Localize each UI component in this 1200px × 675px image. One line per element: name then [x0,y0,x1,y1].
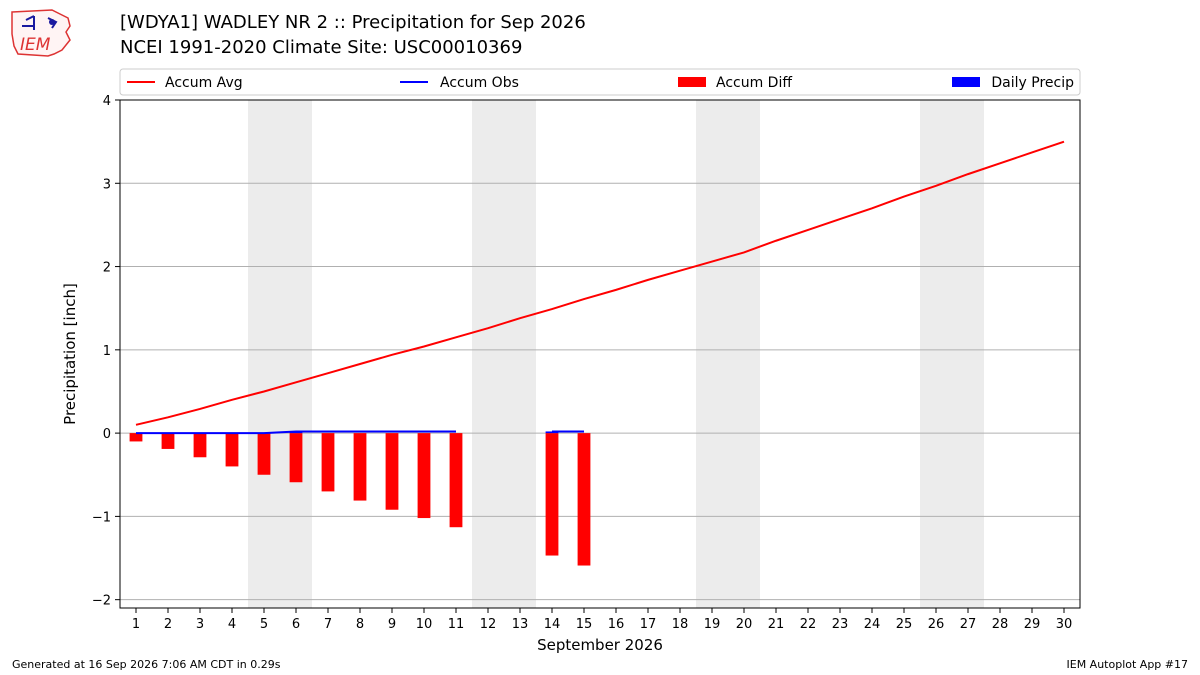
x-axis: 1 2 3 4 5 6 7 8 9 10 11 12 13 14 15 16 17 18 19 20 21 22 23 24 2… [132,608,1072,632]
y-axis-label: Precipitation [inch] [61,283,79,425]
accum-diff-bar-day-11 [449,433,463,528]
x-tick-label: 3 [196,617,204,632]
y-tick-label: −1 [92,510,111,525]
x-tick-label: 14 [544,617,561,632]
legend-label: Accum Diff [716,75,792,91]
accum-diff-bar-day-4 [225,433,239,467]
accum-diff-bar-day-1 [129,433,143,442]
x-axis-label: September 2026 [537,636,663,654]
accum-diff-bar-day-10 [417,433,431,519]
weekend-band-3 [920,100,984,608]
accum-avg-line [135,140,1065,426]
plot-frame [119,99,1081,609]
weekend-band-0 [248,100,312,608]
accum-diff-bar-day-3 [193,433,207,458]
accum-diff-bar-day-7 [321,433,335,492]
weekend-band-1 [472,100,536,608]
bars [129,431,591,566]
x-tick-label: 30 [1056,617,1073,632]
accum-diff-bar-day-9 [385,433,399,510]
legend-label: Accum Avg [165,75,243,91]
y-tick-label: −2 [92,594,111,609]
weekend-band-2 [696,100,760,608]
x-tick-label: 8 [356,617,364,632]
x-tick-label: 12 [480,617,497,632]
accum-diff-bar-day-8 [353,433,367,501]
x-tick-label: 9 [388,617,396,632]
x-tick-label: 24 [864,617,881,632]
x-tick-label: 15 [576,617,593,632]
x-tick-label: 5 [260,617,268,632]
x-tick-label: 21 [768,617,785,632]
legend-label: Daily Precip [991,75,1074,91]
accum-diff-bar-day-15 [577,433,591,566]
x-tick-label: 18 [672,617,689,632]
accum-diff-bar-day-5 [257,433,271,475]
legend-box [119,68,1081,96]
x-tick-label: 4 [228,617,236,632]
x-tick-label: 1 [132,617,140,632]
x-tick-label: 13 [512,617,529,632]
accum-diff-bar-day-2 [161,433,175,449]
x-tick-label: 2 [164,617,172,632]
y-tick-label: 4 [103,94,111,109]
x-tick-label: 6 [292,617,300,632]
x-tick-label: 19 [704,617,721,632]
x-tick-label: 16 [608,617,625,632]
x-tick-label: 22 [800,617,817,632]
x-tick-label: 26 [928,617,945,632]
x-tick-label: 23 [832,617,849,632]
chart-subtitle: NCEI 1991-2020 Climate Site: USC00010369 [120,37,523,58]
y-tick-label: 3 [103,177,111,192]
x-tick-label: 7 [324,617,332,632]
accum-diff-bar-day-14 [545,433,559,556]
x-tick-label: 28 [992,617,1009,632]
x-tick-label: 11 [448,617,465,632]
accum-diff-bar-day-6 [289,433,303,483]
y-axis: −2 −1 0 1 2 3 4 [92,94,120,609]
series-lines [135,140,1065,435]
generated-timestamp: Generated at 16 Sep 2026 7:06 AM CDT in … [12,658,281,671]
y-tick-label: 0 [103,427,111,442]
legend: Accum Avg Accum Obs Accum Diff Daily Precip [119,68,1081,96]
x-tick-label: 17 [640,617,657,632]
app-label: IEM Autoplot App #17 [1066,658,1189,671]
accum-obs-line-segment-0 [136,430,456,435]
x-tick-label: 20 [736,617,753,632]
legend-swatch-3 [952,77,980,87]
x-tick-label: 29 [1024,617,1041,632]
x-tick-label: 10 [416,617,433,632]
chart-title: [WDYA1] WADLEY NR 2 :: Precipitation for… [120,12,586,33]
x-tick-label: 27 [960,617,977,632]
y-tick-label: 2 [103,261,111,276]
x-tick-label: 25 [896,617,913,632]
y-tick-label: 1 [103,344,111,359]
logo-text: IEM [20,35,51,55]
weekend-bands [248,100,984,608]
legend-swatch-2 [678,77,706,87]
legend-label: Accum Obs [440,75,519,91]
iem-logo: IEM [8,6,78,58]
